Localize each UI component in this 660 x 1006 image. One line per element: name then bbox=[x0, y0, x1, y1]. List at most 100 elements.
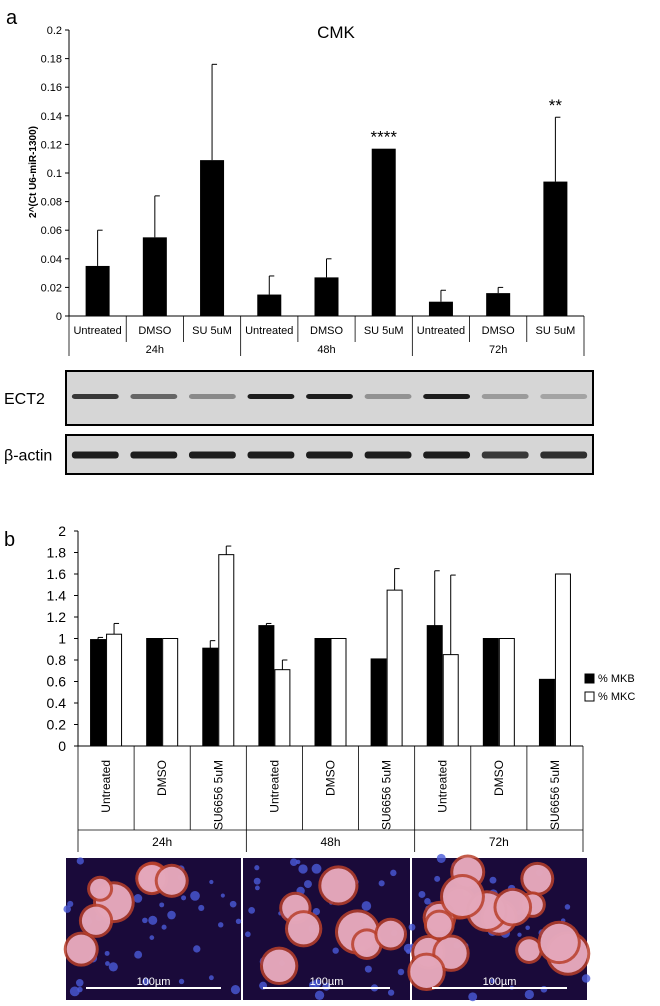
nucleus-dot bbox=[312, 907, 321, 916]
y-tick-label: 0.04 bbox=[41, 254, 62, 266]
bar-mkb bbox=[90, 639, 107, 747]
nucleus-dot bbox=[248, 907, 256, 914]
category-label: DMSO bbox=[482, 325, 515, 337]
category-label: DMSO bbox=[310, 325, 343, 337]
nucleus-dot bbox=[387, 989, 395, 996]
cell bbox=[81, 906, 111, 935]
nucleus-dot bbox=[289, 858, 298, 866]
cell bbox=[540, 923, 578, 962]
nucleus-dot bbox=[390, 869, 397, 877]
nucleus-dot bbox=[76, 857, 84, 865]
nucleus-dot bbox=[230, 985, 241, 995]
y-tick-label: 0.08 bbox=[41, 197, 62, 209]
cell bbox=[377, 920, 405, 948]
bar bbox=[85, 265, 110, 316]
bar-mkc bbox=[106, 633, 123, 747]
nucleus-dot bbox=[311, 863, 322, 874]
category-label: SU 5uM bbox=[192, 325, 232, 337]
nucleus-dot bbox=[142, 978, 150, 986]
y-tick-label: 0.02 bbox=[41, 282, 62, 294]
blot-band bbox=[247, 451, 295, 459]
nucleus-dot bbox=[524, 989, 534, 1000]
nucleus-dot bbox=[218, 922, 224, 928]
scale-bar-label: 100µm bbox=[137, 976, 171, 988]
blot-band bbox=[423, 394, 471, 399]
group-label: 72h bbox=[489, 344, 507, 356]
blot-band bbox=[188, 394, 236, 399]
y-tick-label: 0.2 bbox=[47, 717, 67, 733]
cell bbox=[442, 877, 482, 917]
y-tick-label: 1.4 bbox=[47, 588, 67, 604]
nucleus-dot bbox=[434, 875, 441, 882]
bar-mkc bbox=[498, 638, 515, 747]
category-label: Untreated bbox=[267, 760, 281, 813]
blot-band bbox=[247, 394, 295, 399]
y-tick-label: 0.12 bbox=[41, 139, 62, 151]
blot-band bbox=[481, 394, 529, 399]
group-label: 24h bbox=[152, 835, 172, 849]
bar-mkc bbox=[386, 589, 403, 747]
nucleus-dot bbox=[75, 979, 84, 987]
bar-mkc bbox=[442, 654, 459, 747]
chart-a-title: CMK bbox=[317, 23, 355, 42]
cell bbox=[426, 912, 452, 938]
nucleus-dot bbox=[254, 865, 260, 871]
nucleus-dot bbox=[397, 968, 405, 976]
significance-marker: **** bbox=[370, 128, 397, 147]
nucleus-dot bbox=[134, 950, 143, 959]
category-label: SU 5uM bbox=[364, 325, 404, 337]
category-label: Untreated bbox=[436, 760, 450, 813]
bar-mkb bbox=[146, 638, 163, 747]
nucleus-dot bbox=[254, 885, 260, 891]
nucleus-dot bbox=[296, 859, 301, 865]
chart-a-ylabel: 2^(Ct U6-miR-1300) bbox=[28, 126, 39, 218]
bar bbox=[486, 293, 511, 316]
micrographs: 100µm 100µm 100µm bbox=[63, 853, 591, 1002]
cell bbox=[518, 939, 540, 961]
bar bbox=[257, 294, 282, 316]
bar bbox=[543, 181, 568, 316]
nucleus-dot bbox=[220, 893, 225, 898]
y-tick-label: 0.18 bbox=[41, 54, 62, 66]
nucleus-dot bbox=[424, 898, 431, 905]
bar bbox=[142, 237, 167, 316]
category-label: SU6656 5uM bbox=[211, 760, 225, 830]
y-tick-label: 0.6 bbox=[47, 674, 67, 690]
y-tick-label: 0 bbox=[56, 311, 62, 323]
nucleus-dot bbox=[517, 932, 522, 937]
cell bbox=[321, 868, 356, 903]
nucleus-dot bbox=[229, 900, 237, 908]
nucleus-dot bbox=[314, 990, 325, 1000]
legend-swatch-mkb bbox=[584, 673, 595, 684]
bar-mkc bbox=[554, 573, 571, 747]
group-label: 48h bbox=[317, 344, 335, 356]
y-tick-label: 1.8 bbox=[47, 545, 67, 561]
blot-band bbox=[306, 451, 353, 459]
blot-band bbox=[481, 451, 529, 459]
group-label: 48h bbox=[320, 835, 340, 849]
category-label: DMSO bbox=[324, 760, 338, 796]
cell bbox=[354, 931, 380, 957]
blot-band bbox=[423, 451, 471, 459]
nucleus-dot bbox=[332, 947, 339, 954]
bar-mkb bbox=[258, 625, 275, 747]
y-tick-label: 0.4 bbox=[47, 695, 67, 711]
blot-label: ECT2 bbox=[4, 391, 45, 408]
category-label: DMSO bbox=[492, 760, 506, 796]
western-blots: ECT2 β-actin bbox=[4, 370, 594, 475]
category-label: Untreated bbox=[245, 325, 293, 337]
bar-mkb bbox=[314, 638, 331, 747]
blot-band bbox=[364, 451, 412, 459]
bar-mkc bbox=[274, 669, 291, 747]
nucleus-dot bbox=[104, 950, 110, 956]
scale-bar-label: 100µm bbox=[310, 976, 344, 988]
nucleus-dot bbox=[303, 880, 312, 889]
nucleus-dot bbox=[378, 880, 385, 887]
nucleus-dot bbox=[67, 900, 74, 908]
bar bbox=[428, 301, 453, 316]
panel-b-label: b bbox=[4, 529, 15, 551]
y-tick-label: 0.1 bbox=[47, 168, 62, 180]
blot-band bbox=[364, 394, 412, 399]
y-tick-label: 0.2 bbox=[47, 25, 62, 37]
y-tick-label: 0.14 bbox=[41, 111, 62, 123]
